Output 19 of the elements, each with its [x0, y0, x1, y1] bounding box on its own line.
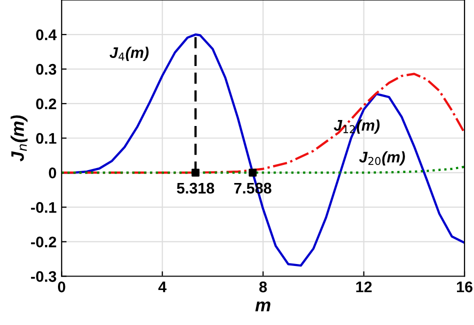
y-tick-label: 0.3 [36, 64, 56, 75]
y-tick-label: 0.2 [36, 98, 56, 110]
y-tick-label: 0 [48, 168, 56, 178]
y-tick-label: -0.1 [31, 202, 56, 213]
x-tick-label: 4 [158, 282, 167, 292]
y-axis-title: J$_{n}$(m) [10, 115, 28, 162]
x-tick-label: 12 [356, 282, 372, 292]
annotation: 5.318 [176, 182, 214, 194]
series-label: J$_{20}$(m) [359, 151, 405, 166]
y-tick-label: -0.2 [31, 236, 56, 248]
y-tick-label: 0.4 [36, 29, 57, 40]
x-tick-label: 8 [259, 282, 267, 292]
y-tick-label: 0.1 [36, 132, 56, 144]
series-label: J$_{4}$(m) [110, 46, 149, 62]
line-series [62, 72, 465, 174]
y-tick-label: -0.3 [31, 271, 56, 282]
x-axis-title: m [255, 302, 270, 312]
x-tick-label: 0 [58, 282, 66, 292]
x-tick-label: 16 [456, 282, 472, 292]
